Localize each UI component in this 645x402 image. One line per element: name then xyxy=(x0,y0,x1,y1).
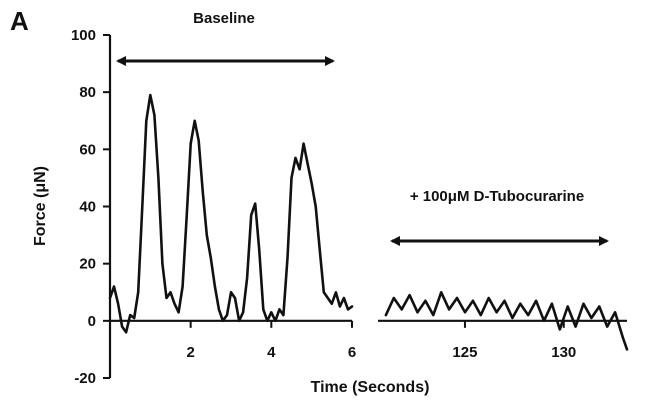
y-tick-label: 20 xyxy=(79,256,96,273)
force-trace-segment-1 xyxy=(108,93,354,334)
y-tick-label: 60 xyxy=(79,141,96,158)
y-tick-label: -20 xyxy=(74,370,96,387)
x-tick-label: 130 xyxy=(551,344,576,361)
x-tick-label: 2 xyxy=(186,344,194,361)
traces xyxy=(108,93,629,351)
y-tick-label: 40 xyxy=(79,199,96,216)
tubocurarine-label: + 100μM D-Tubocurarine xyxy=(410,188,584,205)
x-tick-label: 6 xyxy=(348,344,356,361)
ticks: -20 0 20 40 60 80 100 2 4 6 125 130 xyxy=(71,27,576,387)
y-axis-title: Force (μN) xyxy=(32,166,49,246)
force-trace-segment-2 xyxy=(384,291,629,351)
y-tick-label: 80 xyxy=(79,84,96,101)
x-tick-label: 4 xyxy=(267,344,276,361)
panel-label: A xyxy=(10,6,29,36)
y-tick-label: 100 xyxy=(71,27,96,44)
x-axis-title: Time (Seconds) xyxy=(311,379,430,396)
y-tick-label: 0 xyxy=(88,313,96,330)
x-tick-label: 125 xyxy=(452,344,477,361)
baseline-label: Baseline xyxy=(193,10,255,27)
